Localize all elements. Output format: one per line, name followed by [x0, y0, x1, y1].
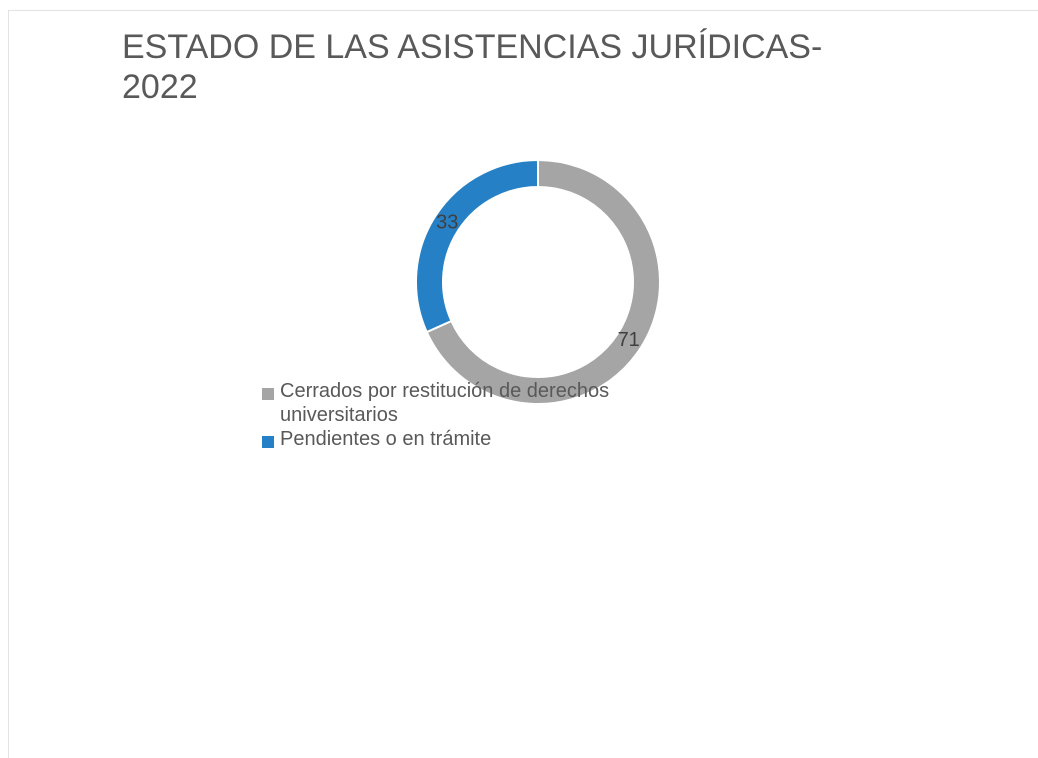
legend-label: Pendientes o en trámite: [280, 428, 492, 450]
legend-label: Cerrados por restitución de derechos uni…: [280, 380, 610, 426]
legend-entry: Pendientes o en trámite: [262, 427, 692, 451]
legend-entry: Cerrados por restitución de derechos uni…: [262, 379, 692, 427]
donut-segment: [425, 158, 661, 405]
data-label: 71: [618, 329, 640, 351]
legend-swatch: [262, 388, 274, 400]
chart-title: ESTADO DE LAS ASISTENCIAS JURÍDICAS-2022: [122, 28, 822, 106]
legend: Cerrados por restitución de derechos uni…: [262, 379, 692, 451]
legend-swatch: [262, 436, 274, 448]
donut-segment: [415, 158, 539, 334]
data-label: 33: [436, 212, 458, 234]
chart-frame: [8, 10, 1038, 758]
